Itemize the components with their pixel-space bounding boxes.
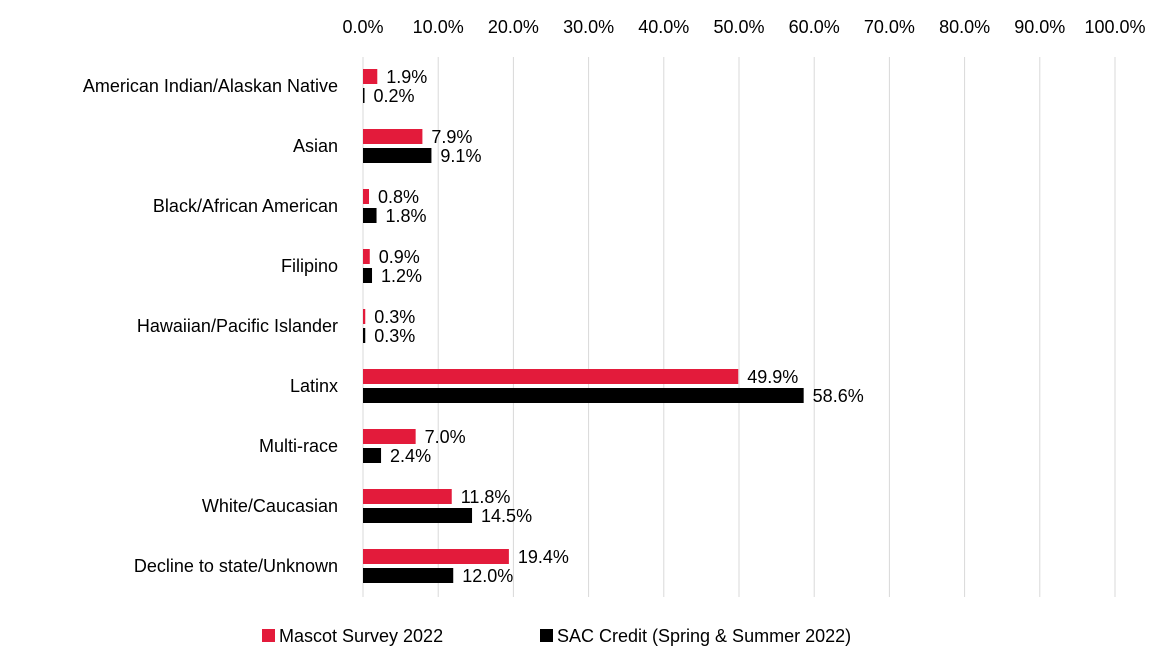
x-tick-label: 20.0%: [488, 17, 539, 37]
data-label: 0.8%: [378, 187, 419, 207]
x-tick-label: 40.0%: [638, 17, 689, 37]
data-label: 19.4%: [518, 547, 569, 567]
bar: [363, 88, 365, 103]
x-tick-label: 60.0%: [789, 17, 840, 37]
data-label: 7.9%: [431, 127, 472, 147]
data-label: 1.9%: [386, 67, 427, 87]
y-tick-label: Filipino: [281, 256, 338, 276]
bar: [363, 249, 370, 264]
data-label: 1.2%: [381, 266, 422, 286]
x-tick-label: 100.0%: [1084, 17, 1145, 37]
x-tick-label: 30.0%: [563, 17, 614, 37]
data-label: 12.0%: [462, 566, 513, 586]
bar: [363, 549, 509, 564]
y-tick-label: Latinx: [290, 376, 338, 396]
data-label: 0.3%: [374, 307, 415, 327]
data-label: 9.1%: [440, 146, 481, 166]
legend-label: Mascot Survey 2022: [279, 626, 443, 646]
data-label: 7.0%: [425, 427, 466, 447]
bar: [363, 429, 416, 444]
x-tick-label: 0.0%: [342, 17, 383, 37]
y-tick-label: American Indian/Alaskan Native: [83, 76, 338, 96]
y-tick-label: Multi-race: [259, 436, 338, 456]
x-tick-label: 50.0%: [713, 17, 764, 37]
legend-swatch: [540, 629, 553, 642]
data-label: 11.8%: [461, 487, 511, 507]
y-tick-label: Asian: [293, 136, 338, 156]
x-tick-label: 80.0%: [939, 17, 990, 37]
bar: [363, 69, 378, 84]
bar: [363, 448, 382, 463]
data-label: 1.8%: [386, 206, 427, 226]
bar: [363, 508, 473, 523]
bar: [363, 369, 739, 384]
bar: [363, 189, 370, 204]
data-label: 14.5%: [481, 506, 532, 526]
y-tick-label: Hawaiian/Pacific Islander: [137, 316, 338, 336]
bar: [363, 328, 366, 343]
data-label: 0.9%: [379, 247, 420, 267]
x-tick-label: 70.0%: [864, 17, 915, 37]
data-label: 0.2%: [374, 86, 415, 106]
bar: [363, 568, 454, 583]
data-label: 0.3%: [374, 326, 415, 346]
y-tick-label: White/Caucasian: [202, 496, 338, 516]
bar: [363, 268, 373, 283]
data-label: 2.4%: [390, 446, 431, 466]
x-tick-label: 10.0%: [413, 17, 464, 37]
data-label: 58.6%: [813, 386, 864, 406]
legend-swatch: [262, 629, 275, 642]
bar: [363, 309, 366, 324]
data-label: 49.9%: [747, 367, 798, 387]
bar: [363, 148, 432, 163]
legend-label: SAC Credit (Spring & Summer 2022): [557, 626, 851, 646]
x-tick-label: 90.0%: [1014, 17, 1065, 37]
bar: [363, 129, 423, 144]
bar: [363, 388, 804, 403]
bar: [363, 489, 452, 504]
y-tick-label: Black/African American: [153, 196, 338, 216]
y-tick-label: Decline to state/Unknown: [134, 556, 338, 576]
bar: [363, 208, 377, 223]
